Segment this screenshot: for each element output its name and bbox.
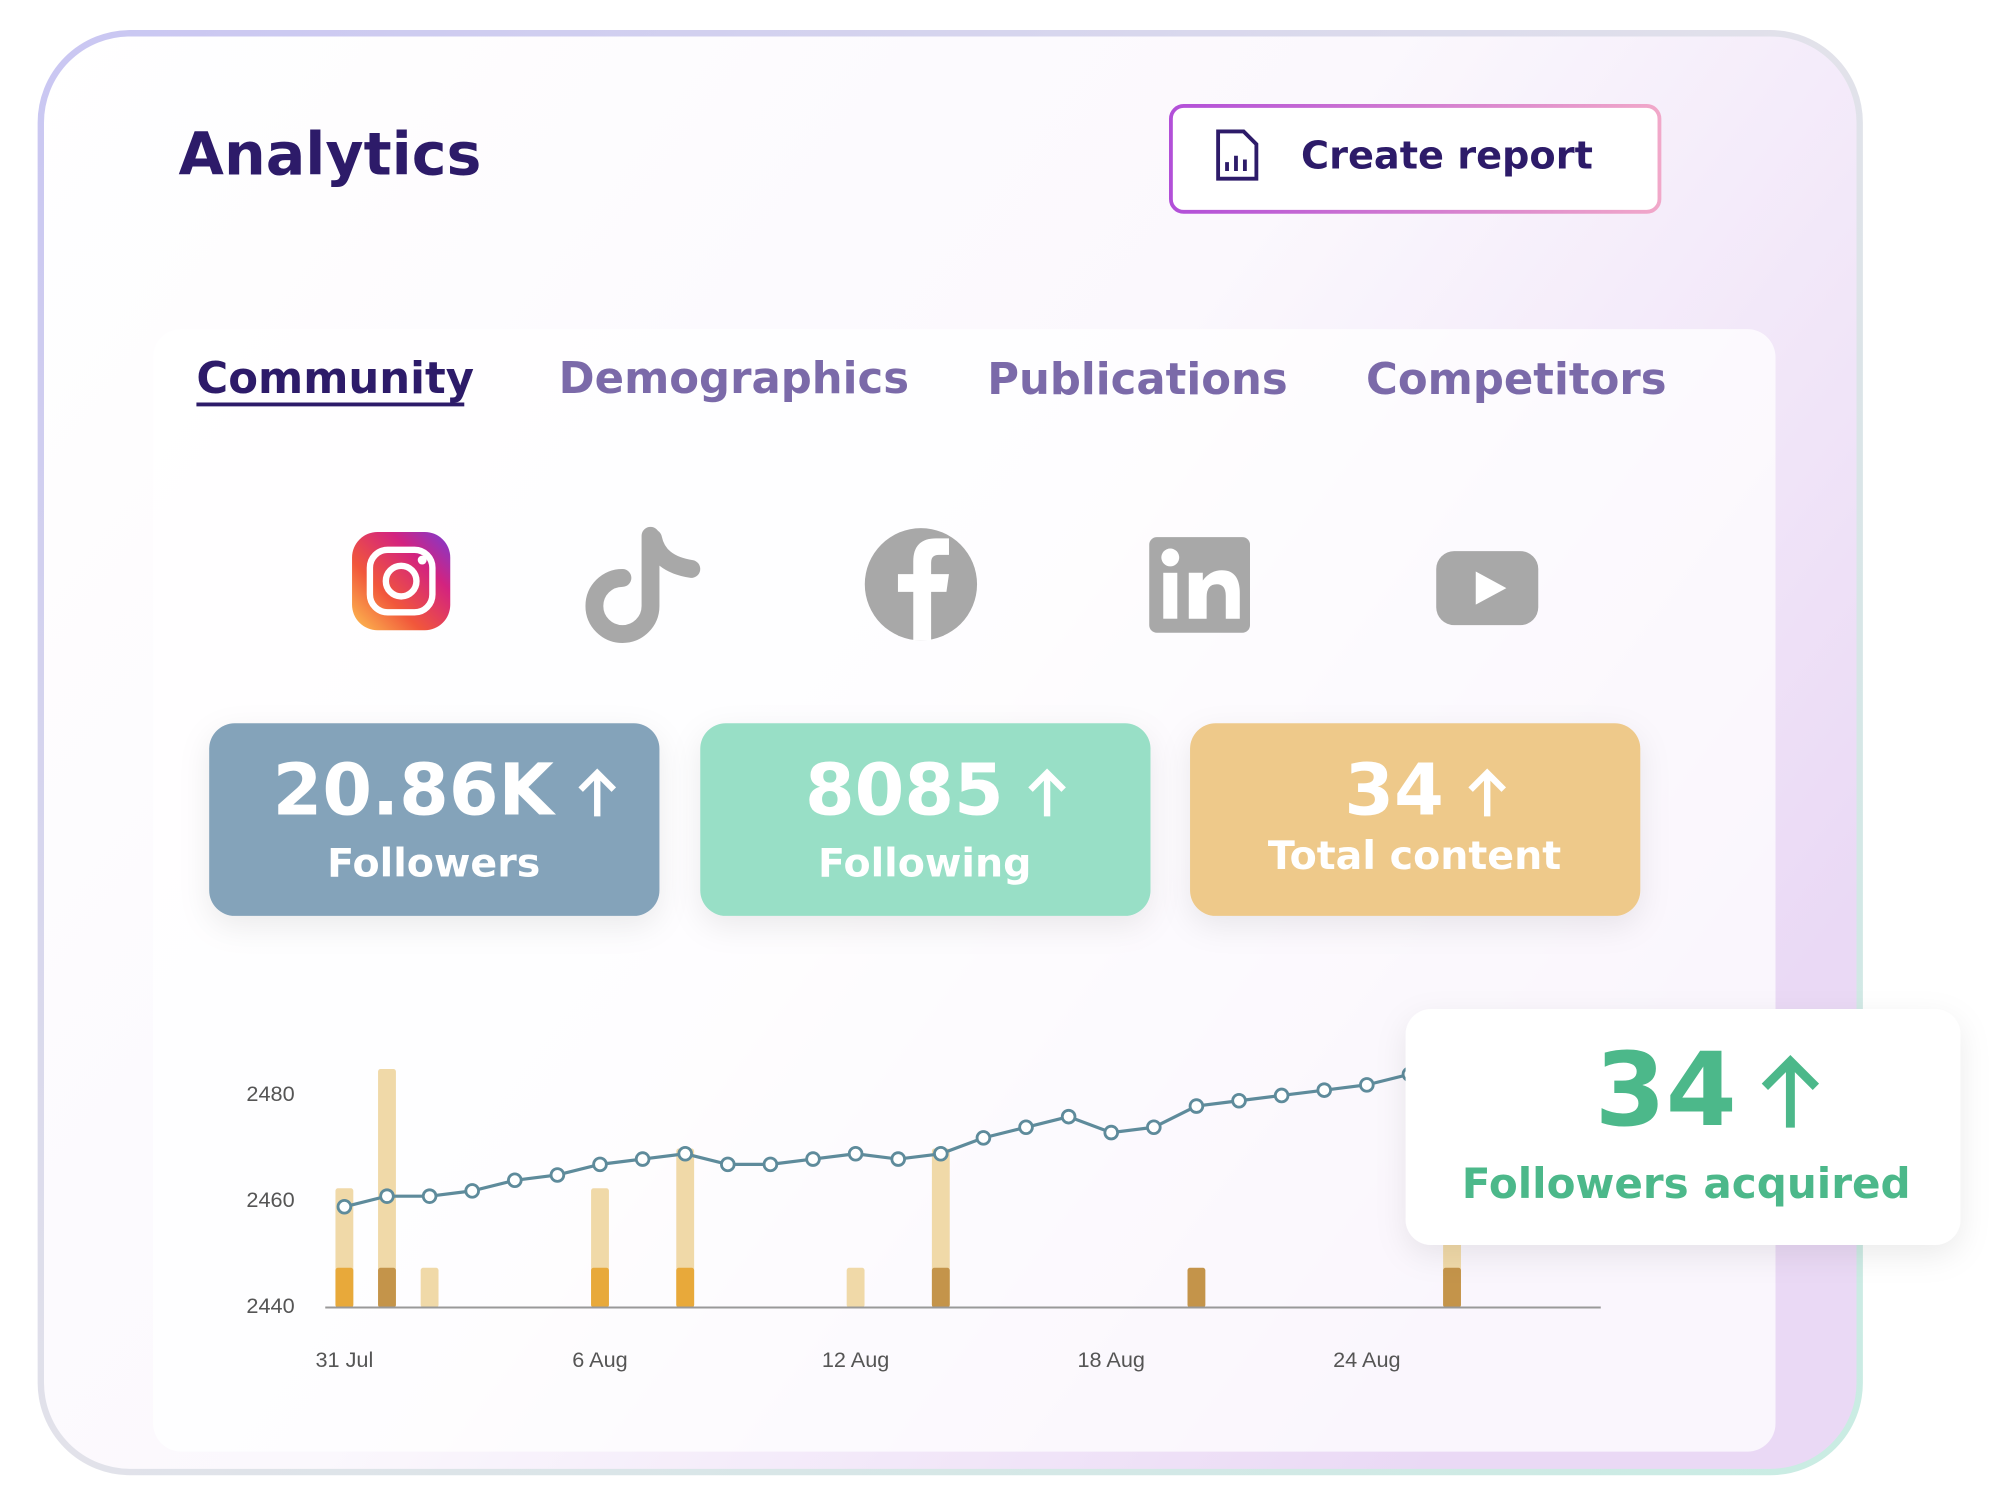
bar	[1443, 1267, 1461, 1308]
bar	[931, 1267, 950, 1308]
line-marker	[762, 1156, 779, 1173]
line-marker	[634, 1151, 651, 1167]
up-arrow	[1028, 768, 1066, 817]
line-marker	[1316, 1082, 1333, 1098]
line-marker	[549, 1167, 566, 1183]
bar	[420, 1267, 439, 1308]
bar	[1187, 1267, 1206, 1308]
line-marker	[1188, 1098, 1205, 1114]
stat-value: 34	[1344, 748, 1443, 831]
line-marker	[975, 1130, 992, 1146]
button-frame[interactable]	[1169, 104, 1662, 214]
create-report-button[interactable]: Create report	[1169, 104, 1662, 214]
bar	[378, 1267, 396, 1308]
x-tick-label: 6 Aug	[572, 1347, 627, 1372]
line-marker	[379, 1188, 395, 1204]
button-label[interactable]: Create report	[1301, 134, 1593, 179]
bar	[378, 1068, 396, 1308]
report-icon	[1216, 129, 1259, 181]
stat-label: Following	[818, 841, 1031, 887]
tab[interactable]: Publications	[987, 355, 1287, 405]
stat-value: 20.86K	[273, 748, 557, 831]
tab[interactable]: Competitors	[1366, 355, 1667, 405]
line-marker	[677, 1145, 693, 1162]
line-marker	[890, 1151, 906, 1167]
tab[interactable]: Community	[196, 354, 474, 404]
highlight-label: Followers acquired	[1462, 1159, 1911, 1208]
stat-card	[700, 723, 1151, 916]
line-marker	[1018, 1119, 1034, 1136]
line-marker	[933, 1145, 949, 1162]
stat-value: 8085	[805, 748, 1004, 831]
stat-card	[209, 723, 660, 916]
up-arrow	[578, 768, 617, 817]
tab[interactable]: Demographics	[559, 354, 909, 404]
y-tick-label: 2480	[246, 1081, 294, 1106]
highlight-value: 34	[1595, 1031, 1737, 1150]
bar	[846, 1267, 865, 1308]
line-marker	[1103, 1124, 1120, 1141]
line-marker	[847, 1145, 864, 1162]
line-marker	[1273, 1087, 1290, 1104]
x-tick-label: 12 Aug	[822, 1347, 890, 1372]
title: Analytics	[179, 120, 482, 188]
instagram-icon[interactable]	[352, 531, 451, 631]
x-tick-label: 18 Aug	[1077, 1347, 1145, 1372]
line-marker	[507, 1172, 523, 1189]
bar	[591, 1267, 609, 1308]
bar	[676, 1267, 695, 1308]
bar	[335, 1267, 354, 1308]
line-marker	[1060, 1108, 1077, 1125]
line-marker	[421, 1188, 438, 1204]
line-marker	[1146, 1119, 1162, 1136]
y-tick-label: 2440	[246, 1293, 294, 1318]
line-marker	[464, 1183, 480, 1199]
y-tick-label: 2460	[246, 1187, 294, 1212]
line-marker	[1231, 1092, 1247, 1109]
linkedin-icon[interactable]	[1149, 537, 1250, 633]
line-marker	[1359, 1077, 1375, 1093]
chart: 2440 2460 2480 31 Jul 6 Aug 12 Aug 18 Aug 24 Au…	[246, 1066, 1601, 1372]
stat-label: Followers	[327, 841, 540, 887]
highlight-frame	[1405, 1009, 1961, 1245]
highlight-card: 34 Followers acquired	[1405, 1009, 1961, 1245]
tiktok-icon[interactable]	[585, 526, 701, 643]
stat-label: Total content	[1268, 833, 1561, 879]
youtube-icon[interactable]	[1436, 551, 1539, 626]
x-tick-label: 31 Jul	[315, 1347, 373, 1372]
facebook-icon[interactable]	[864, 528, 978, 641]
line-marker	[805, 1151, 821, 1167]
stat-card	[1190, 723, 1641, 916]
up-arrow	[1761, 1054, 1820, 1128]
x-tick-label: 24 Aug	[1333, 1347, 1401, 1372]
line-marker	[720, 1156, 736, 1173]
line-marker	[336, 1198, 353, 1215]
up-arrow	[1468, 768, 1507, 817]
line-marker	[592, 1156, 608, 1173]
